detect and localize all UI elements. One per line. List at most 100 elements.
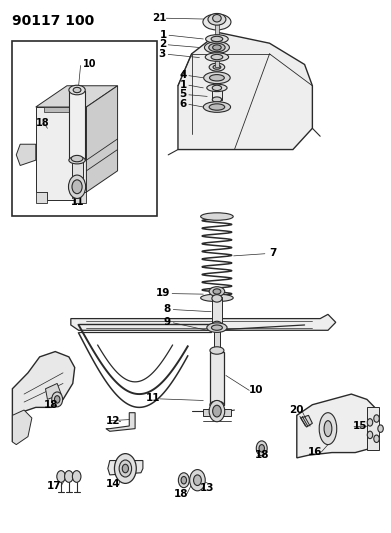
- Ellipse shape: [319, 413, 337, 445]
- Ellipse shape: [213, 65, 221, 69]
- Text: 18: 18: [174, 489, 188, 499]
- Polygon shape: [16, 144, 36, 165]
- Ellipse shape: [203, 14, 231, 30]
- Ellipse shape: [212, 321, 222, 329]
- Ellipse shape: [204, 42, 230, 53]
- Polygon shape: [43, 107, 79, 112]
- Bar: [210, 352, 224, 405]
- Text: 12: 12: [106, 416, 120, 426]
- Polygon shape: [13, 352, 75, 442]
- Circle shape: [122, 464, 129, 473]
- Text: 21: 21: [152, 13, 167, 23]
- Bar: [72, 159, 83, 179]
- Polygon shape: [108, 461, 143, 475]
- Ellipse shape: [69, 85, 85, 95]
- Bar: [215, 58, 219, 67]
- Ellipse shape: [69, 157, 85, 164]
- Circle shape: [374, 435, 379, 442]
- Text: 10: 10: [83, 60, 96, 69]
- Ellipse shape: [208, 13, 226, 25]
- Bar: [214, 297, 220, 351]
- Text: 18: 18: [255, 450, 270, 460]
- Bar: [214, 293, 220, 344]
- Text: 5: 5: [179, 89, 187, 99]
- Text: 13: 13: [200, 483, 214, 493]
- Polygon shape: [301, 415, 312, 427]
- Circle shape: [190, 470, 205, 491]
- Circle shape: [378, 425, 383, 432]
- Ellipse shape: [73, 87, 81, 93]
- Ellipse shape: [210, 347, 224, 354]
- Polygon shape: [45, 383, 61, 399]
- Text: 8: 8: [164, 304, 171, 314]
- Polygon shape: [178, 33, 312, 150]
- Circle shape: [181, 477, 187, 484]
- Ellipse shape: [207, 323, 227, 333]
- Bar: [69, 91, 85, 160]
- Text: 14: 14: [106, 480, 120, 489]
- Bar: [214, 290, 220, 297]
- Circle shape: [194, 475, 201, 486]
- Bar: [215, 22, 219, 38]
- Circle shape: [256, 441, 267, 456]
- Circle shape: [72, 180, 82, 193]
- Ellipse shape: [212, 85, 222, 91]
- Circle shape: [54, 395, 60, 403]
- Ellipse shape: [71, 156, 83, 162]
- Ellipse shape: [324, 421, 332, 437]
- Ellipse shape: [201, 213, 233, 220]
- Text: 11: 11: [145, 393, 160, 403]
- Ellipse shape: [201, 294, 233, 302]
- Circle shape: [119, 460, 132, 477]
- Polygon shape: [86, 139, 118, 171]
- Circle shape: [213, 405, 221, 417]
- Circle shape: [65, 471, 73, 482]
- Bar: [215, 77, 219, 83]
- Circle shape: [374, 415, 379, 422]
- Text: 4: 4: [179, 70, 187, 80]
- Ellipse shape: [209, 104, 225, 110]
- Ellipse shape: [213, 45, 221, 50]
- Bar: [212, 297, 222, 325]
- Text: 16: 16: [308, 447, 323, 456]
- Ellipse shape: [212, 325, 222, 330]
- Polygon shape: [36, 86, 118, 107]
- Polygon shape: [75, 192, 86, 203]
- Text: 3: 3: [159, 49, 166, 59]
- Polygon shape: [297, 394, 378, 458]
- Text: 1: 1: [160, 30, 167, 40]
- Ellipse shape: [212, 295, 222, 302]
- Bar: [212, 88, 222, 100]
- Ellipse shape: [210, 401, 224, 408]
- Circle shape: [68, 175, 86, 198]
- Circle shape: [115, 454, 136, 483]
- Ellipse shape: [209, 63, 225, 71]
- Text: 1: 1: [179, 80, 187, 90]
- Circle shape: [57, 471, 65, 482]
- Polygon shape: [71, 314, 336, 330]
- Ellipse shape: [211, 54, 223, 60]
- Text: 15: 15: [353, 421, 367, 431]
- Text: 10: 10: [249, 385, 263, 395]
- Text: 20: 20: [289, 405, 303, 415]
- Text: 18: 18: [43, 400, 58, 410]
- Ellipse shape: [203, 102, 231, 112]
- Text: 7: 7: [269, 248, 276, 258]
- Ellipse shape: [213, 14, 221, 22]
- Circle shape: [367, 431, 373, 439]
- Ellipse shape: [209, 43, 225, 52]
- Text: 19: 19: [156, 288, 170, 298]
- Ellipse shape: [213, 289, 221, 294]
- Polygon shape: [106, 413, 135, 431]
- Text: 17: 17: [47, 481, 62, 490]
- Bar: [367, 407, 378, 450]
- Text: 90117 100: 90117 100: [13, 14, 95, 28]
- Bar: [13, 41, 156, 216]
- Polygon shape: [86, 86, 118, 192]
- Ellipse shape: [211, 36, 223, 42]
- Circle shape: [259, 445, 264, 452]
- Ellipse shape: [206, 35, 228, 43]
- Circle shape: [367, 418, 373, 426]
- Text: 2: 2: [159, 39, 166, 49]
- Ellipse shape: [210, 75, 224, 81]
